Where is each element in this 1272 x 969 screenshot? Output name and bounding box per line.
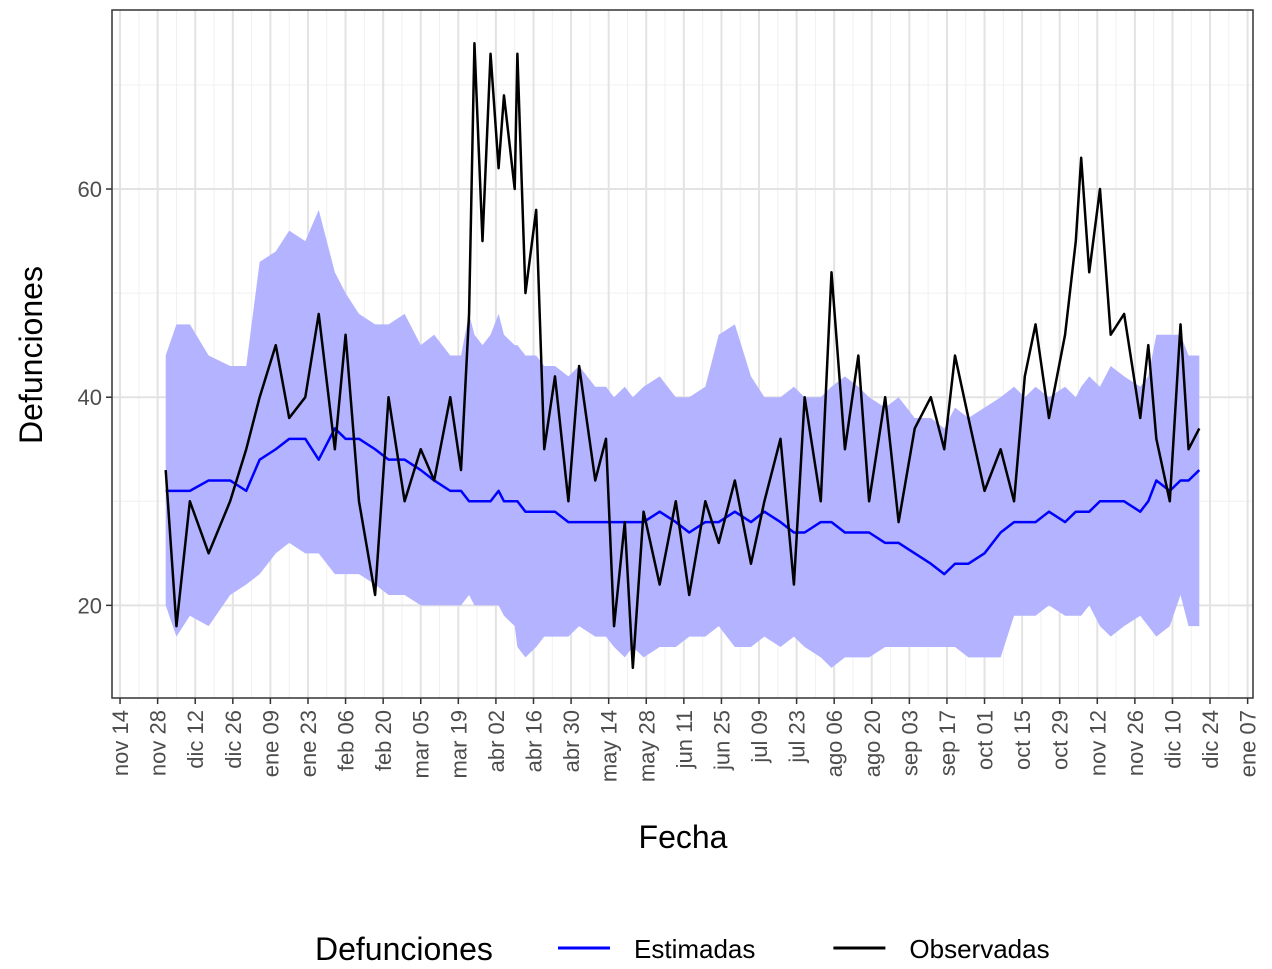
x-tick-label: ene 09 [258, 710, 283, 777]
x-tick-label: abr 02 [484, 710, 509, 772]
y-tick-label: 40 [78, 385, 102, 410]
interval-band [165, 209, 1200, 668]
legend-label: Observadas [909, 934, 1049, 964]
x-tick-label: dic 26 [221, 710, 246, 769]
x-tick-label: jun 25 [709, 710, 734, 771]
x-tick-label: feb 06 [334, 710, 359, 771]
y-axis-title: Defunciones [13, 266, 49, 444]
y-tick-label: 20 [78, 593, 102, 618]
x-tick-label: dic 10 [1160, 710, 1185, 769]
x-tick-label: ago 20 [860, 710, 885, 777]
x-tick-label: feb 20 [371, 710, 396, 771]
x-tick-label: mar 19 [446, 710, 471, 778]
x-tick-label: oct 29 [1048, 710, 1073, 770]
legend-label: Estimadas [634, 934, 755, 964]
x-tick-label: nov 28 [146, 710, 171, 776]
x-tick-label: jul 23 [785, 710, 810, 764]
legend-title: Defunciones [315, 931, 493, 964]
x-tick-label: mar 05 [409, 710, 434, 778]
x-tick-label: nov 26 [1123, 710, 1148, 776]
x-tick-label: dic 24 [1198, 710, 1223, 769]
x-tick-label: abr 30 [559, 710, 584, 772]
x-tick-label: may 28 [634, 710, 659, 782]
plot-border [111, 9, 1254, 699]
x-tick-label: ago 06 [822, 710, 847, 777]
x-tick-label: sep 03 [897, 710, 922, 776]
x-tick-label: ene 23 [296, 710, 321, 777]
x-tick-label: ene 07 [1236, 710, 1261, 777]
x-tick-label: nov 12 [1085, 710, 1110, 776]
x-tick-label: abr 16 [521, 710, 546, 772]
series-line [165, 427, 1201, 576]
x-tick-label: jul 09 [747, 710, 772, 764]
x-tick-label: nov 14 [108, 710, 133, 776]
x-tick-label: oct 15 [1010, 710, 1035, 770]
series-line [164, 42, 1201, 670]
x-tick-label: dic 12 [183, 710, 208, 769]
x-tick-label: may 14 [597, 710, 622, 782]
y-tick-label: 60 [78, 177, 102, 202]
x-tick-label: oct 01 [973, 710, 998, 770]
x-tick-label: sep 17 [935, 710, 960, 776]
x-axis-title: Fecha [639, 819, 728, 855]
x-tick-label: jun 11 [672, 710, 697, 769]
